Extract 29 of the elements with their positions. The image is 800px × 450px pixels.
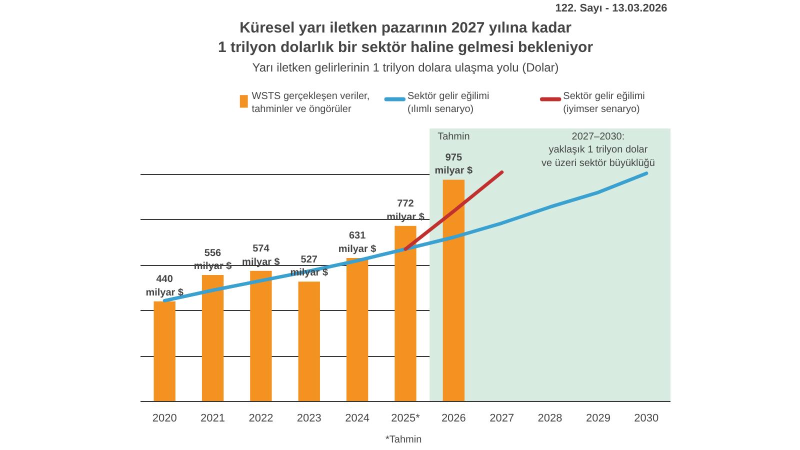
bar (298, 282, 320, 402)
x-tick-label: 2023 (296, 412, 322, 424)
bar (202, 275, 224, 402)
x-tick-label: 2020 (152, 412, 177, 424)
bar (442, 180, 465, 402)
data-label: 631 milyar $ (338, 230, 377, 255)
x-tick-label: 2024 (345, 412, 370, 424)
text: 122. Sayı - 13.03.2026 (555, 2, 668, 15)
bar (346, 258, 368, 402)
legend-label: Sektör gelir eğilimi (iyimser senaryo) (563, 90, 645, 116)
x-tick-label: 2025* (391, 412, 421, 424)
bar (250, 270, 272, 402)
annotation: 2027–2030: yaklaşık 1 trilyon dolar ve üzeri sektör büyüklüğü (542, 132, 655, 169)
chart-subtitle: Yarı iletken gelirlerinin 1 trilyon dolara ulaşma yolu (Dolar) (252, 60, 559, 74)
x-tick-label: 2026 (441, 412, 466, 424)
x-tick-label: 2027 (490, 412, 514, 424)
legend-label: WSTS gerçekleşen veriler, tahminler ve öngörüler (252, 90, 370, 116)
bar (394, 226, 416, 402)
text: *Tahmin (386, 434, 422, 446)
bar (154, 301, 176, 402)
x-tick-label: 2029 (586, 412, 610, 424)
band-label: Tahmin (438, 132, 470, 142)
chart-title: Küresel yarı iletken pazarının 2027 yılına kadar 1 trilyon dolarlık bir sektör haline gelmesi bekleniyor (218, 19, 594, 56)
x-tick-label: 2030 (634, 412, 659, 424)
x-tick-label: 2021 (200, 412, 226, 424)
x-tick-label: 2022 (248, 412, 274, 424)
x-tick-label: 2028 (538, 412, 562, 424)
data-label: 975 milyar $ (434, 152, 474, 177)
legend-label: Sektör gelir eğilimi (ılımlı senaryo) (407, 90, 490, 116)
